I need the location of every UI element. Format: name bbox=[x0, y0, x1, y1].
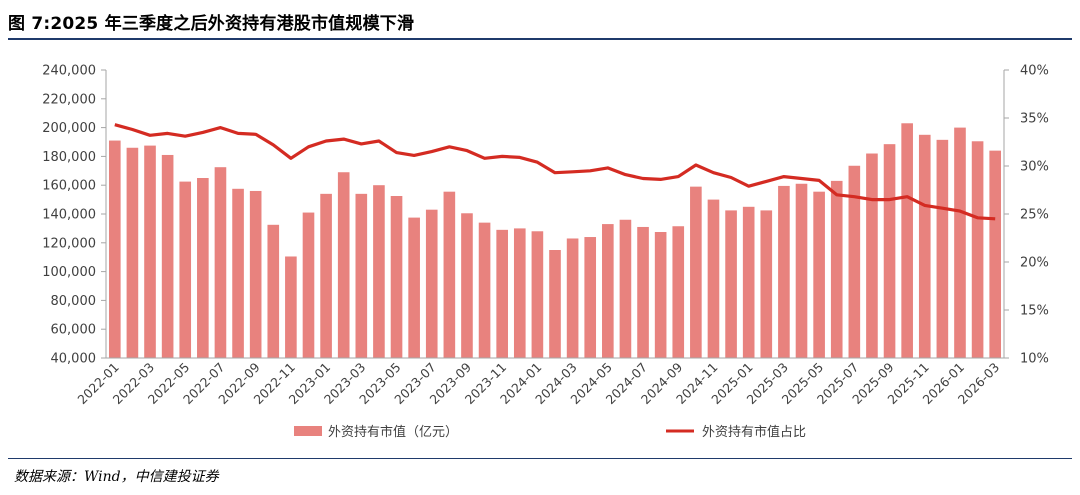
left-tick-label: 60,000 bbox=[51, 323, 97, 338]
bar bbox=[390, 196, 403, 358]
bar bbox=[707, 199, 720, 358]
left-tick-label: 220,000 bbox=[42, 92, 96, 107]
left-tick-label: 240,000 bbox=[42, 64, 96, 79]
line-series bbox=[114, 123, 996, 221]
left-tick-label: 200,000 bbox=[42, 121, 96, 136]
bar bbox=[478, 222, 491, 358]
bar bbox=[355, 193, 368, 358]
left-tick-label: 180,000 bbox=[42, 150, 96, 165]
bar bbox=[637, 226, 649, 358]
bar bbox=[813, 191, 825, 358]
right-tick-label: 30% bbox=[1020, 160, 1049, 175]
left-tick-label: 140,000 bbox=[42, 208, 96, 223]
source-rule bbox=[8, 458, 1072, 459]
right-tick-label: 15% bbox=[1020, 304, 1049, 319]
bar bbox=[302, 212, 315, 358]
bar bbox=[232, 188, 244, 358]
bar bbox=[936, 139, 949, 358]
bar bbox=[267, 224, 280, 358]
bar bbox=[214, 167, 227, 358]
left-axis: 40,000 60,000 80,000 100,000 120,000 140,000 1… bbox=[42, 64, 107, 367]
left-tick-label: 100,000 bbox=[42, 265, 96, 280]
bar bbox=[830, 180, 843, 358]
bar bbox=[144, 145, 156, 358]
bar bbox=[742, 206, 755, 358]
bar bbox=[778, 185, 790, 358]
bar bbox=[602, 224, 614, 358]
bar bbox=[619, 219, 632, 358]
left-tick-label: 120,000 bbox=[42, 236, 96, 251]
bar bbox=[848, 165, 861, 358]
bar bbox=[443, 191, 456, 358]
left-tick-label: 40,000 bbox=[51, 352, 97, 367]
bar bbox=[337, 172, 350, 358]
bar bbox=[883, 144, 896, 358]
bar bbox=[918, 134, 931, 358]
bar bbox=[672, 226, 685, 358]
legend-bar-swatch bbox=[294, 426, 322, 436]
bar bbox=[549, 250, 561, 358]
bar bbox=[654, 232, 667, 358]
bar bbox=[566, 238, 579, 358]
left-tick-label: 80,000 bbox=[51, 294, 97, 309]
bar bbox=[954, 127, 966, 358]
bar bbox=[285, 256, 297, 358]
title-rule bbox=[8, 38, 1072, 40]
legend-bar-label: 外资持有市值（亿元） bbox=[328, 424, 458, 440]
right-tick-label: 35% bbox=[1020, 112, 1049, 127]
bar bbox=[461, 213, 473, 358]
bar bbox=[126, 147, 139, 358]
right-axis: 10% 15% 20% 25% 30% 35% 40% bbox=[1003, 64, 1049, 367]
bar bbox=[531, 231, 544, 358]
bar bbox=[179, 181, 192, 358]
source-note: 数据来源：Wind，中信建投证券 bbox=[14, 469, 219, 485]
bar bbox=[425, 209, 438, 358]
chart: 40,000 60,000 80,000 100,000 120,000 140,000 1… bbox=[42, 64, 1049, 441]
legend-line-label: 外资持有市值占比 bbox=[702, 424, 806, 440]
bar bbox=[795, 183, 808, 358]
right-tick-label: 10% bbox=[1020, 352, 1049, 367]
bar bbox=[971, 141, 984, 358]
right-tick-label: 20% bbox=[1020, 256, 1049, 271]
bar bbox=[989, 150, 1002, 358]
x-axis: 2022-012022-032022-052022-072022-092022-… bbox=[74, 357, 1004, 407]
legend: 外资持有市值（亿元） 外资持有市值占比 bbox=[294, 424, 806, 440]
bar bbox=[866, 153, 878, 358]
bar bbox=[496, 229, 508, 358]
bar bbox=[249, 190, 262, 358]
bar bbox=[901, 123, 913, 358]
bar bbox=[584, 237, 597, 358]
right-tick-label: 25% bbox=[1020, 208, 1049, 223]
ratio-line bbox=[114, 123, 996, 221]
left-tick-label: 160,000 bbox=[42, 179, 96, 194]
bar bbox=[408, 217, 420, 358]
bar-series bbox=[108, 123, 1002, 358]
bar bbox=[690, 186, 702, 358]
bar bbox=[197, 178, 209, 358]
right-tick-label: 40% bbox=[1020, 64, 1049, 79]
chart-title: 图 7:2025 年三季度之后外资持有港股市值规模下滑 bbox=[8, 14, 415, 34]
bar bbox=[161, 154, 174, 358]
bar bbox=[373, 185, 385, 358]
bar bbox=[760, 210, 773, 358]
bar bbox=[320, 193, 332, 358]
bar bbox=[108, 140, 121, 358]
bar bbox=[725, 210, 737, 358]
bar bbox=[513, 228, 526, 358]
